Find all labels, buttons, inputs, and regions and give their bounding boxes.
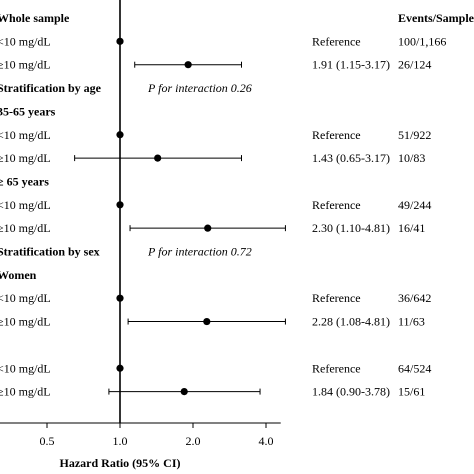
row-label: ≥10 mg/dL	[0, 315, 51, 329]
hr-point	[184, 61, 192, 69]
hr-text: 2.30 (1.10-4.81)	[312, 221, 390, 235]
forest-row-data: ≥10 mg/dL 1.43 (0.65-3.17) 10/83	[0, 151, 425, 165]
hr-point	[204, 224, 212, 232]
x-tick-label: 0.5	[40, 434, 55, 448]
x-axis: 0.5 1.0 2.0 4.0	[0, 0, 281, 448]
hr-point	[203, 317, 211, 326]
hr-text: 2.28 (1.08-4.81)	[312, 315, 390, 329]
x-axis-label: Hazard Ratio (95% CI)	[60, 456, 181, 470]
forest-row-header: Stratification by sex P for interaction 0…	[0, 245, 252, 259]
forest-row-data: ≥10 mg/dL 1.91 (1.15-3.17) 26/124	[0, 58, 431, 72]
group-label: ≥ 65 years	[0, 174, 49, 188]
row-label: <10 mg/dL	[0, 128, 51, 142]
row-label: ≥10 mg/dL	[0, 151, 51, 165]
forest-row-subheader: Women	[0, 268, 37, 282]
row-label: <10 mg/dL	[0, 34, 51, 48]
forest-row-data: <10 mg/dL Reference 64/524	[0, 361, 431, 375]
row-label: <10 mg/dL	[0, 361, 51, 375]
forest-rows: Whole sample <10 mg/dL Reference 100/1,166 ≥…	[0, 11, 446, 399]
hr-point	[116, 131, 124, 139]
hr-text: Reference	[312, 198, 361, 212]
x-tick-label: 1.0	[113, 434, 128, 448]
row-label: <10 mg/dL	[0, 291, 51, 305]
hr-text: 1.84 (0.90-3.78)	[312, 385, 390, 399]
hr-text: 1.43 (0.65-3.17)	[312, 151, 390, 165]
group-label: 35-65 years	[0, 104, 56, 118]
events-column-header: Events/Sample	[398, 11, 474, 25]
forest-row-header: Whole sample	[0, 11, 70, 25]
events-text: 49/244	[398, 198, 431, 212]
forest-row-data: <10 mg/dL Reference 36/642	[0, 291, 431, 305]
group-label: Women	[0, 268, 37, 282]
forest-row-data: <10 mg/dL Reference 51/922	[0, 128, 431, 142]
events-text: 15/61	[398, 385, 425, 399]
group-label: Stratification by sex	[0, 245, 100, 259]
events-text: 36/642	[398, 291, 431, 305]
interaction-p-note: P for interaction 0.26	[147, 81, 252, 95]
hr-text: Reference	[312, 361, 361, 375]
forest-row-data: ≥10 mg/dL 2.30 (1.10-4.81) 16/41	[0, 221, 425, 235]
hr-point	[116, 294, 124, 302]
group-label: Stratification by age	[0, 81, 102, 95]
hr-text: Reference	[312, 291, 361, 305]
hr-text: 1.91 (1.15-3.17)	[312, 58, 390, 72]
events-text: 64/524	[398, 361, 431, 375]
events-text: 100/1,166	[398, 34, 446, 48]
events-text: 11/63	[398, 315, 425, 329]
hr-point	[116, 364, 124, 372]
forest-row-subheader: 35-65 years	[0, 104, 56, 118]
forest-row-data: <10 mg/dL Reference 49/244	[0, 198, 431, 212]
interaction-p-note: P for interaction 0.72	[147, 245, 252, 259]
events-text: 51/922	[398, 128, 431, 142]
hr-text: Reference	[312, 128, 361, 142]
hr-point	[116, 201, 124, 209]
forest-row-data: ≥10 mg/dL 1.84 (0.90-3.78) 15/61	[0, 385, 425, 399]
group-label: Whole sample	[0, 11, 70, 25]
events-text: 10/83	[398, 151, 425, 165]
events-text: 26/124	[398, 58, 431, 72]
x-tick-label: 2.0	[186, 434, 201, 448]
x-tick-label: 4.0	[259, 434, 274, 448]
events-text: 16/41	[398, 221, 425, 235]
row-label: <10 mg/dL	[0, 198, 51, 212]
hr-point	[180, 388, 188, 396]
hr-text: Reference	[312, 34, 361, 48]
hr-point	[116, 37, 124, 45]
forest-row-header: Stratification by age P for interaction 0…	[0, 81, 252, 95]
forest-row-data: <10 mg/dL Reference 100/1,166	[0, 34, 446, 48]
forest-row-subheader: ≥ 65 years	[0, 174, 49, 188]
forest-row-data: ≥10 mg/dL 2.28 (1.08-4.81) 11/63	[0, 315, 425, 329]
hr-point	[154, 154, 162, 162]
row-label: ≥10 mg/dL	[0, 58, 51, 72]
row-label: ≥10 mg/dL	[0, 221, 51, 235]
row-label: ≥10 mg/dL	[0, 385, 51, 399]
